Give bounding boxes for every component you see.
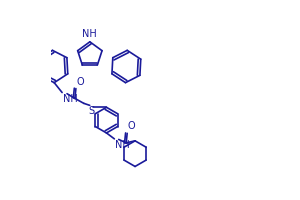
Text: O: O [76,77,84,87]
Text: NH: NH [115,140,130,150]
Text: NH: NH [82,29,97,39]
Text: O: O [128,121,135,131]
Text: S: S [88,106,95,116]
Text: NH: NH [63,94,78,104]
